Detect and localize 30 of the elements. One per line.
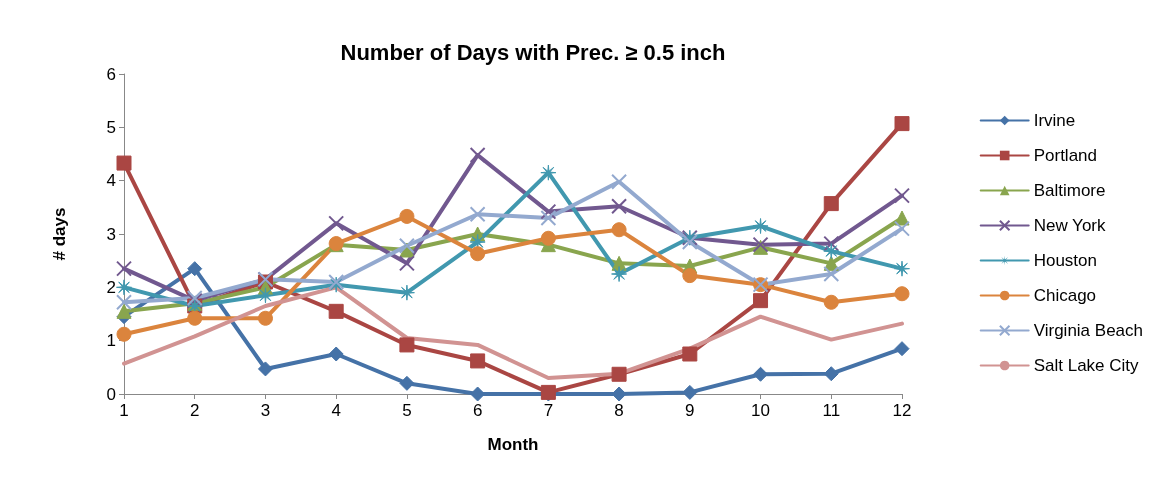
x-tick-label: 4 — [331, 401, 341, 420]
x-tick-label: 6 — [472, 401, 483, 420]
x-tick-label: 2 — [189, 401, 200, 420]
x-axis-title: Month — [487, 435, 539, 454]
legend-label: Baltimore — [1033, 181, 1106, 200]
x-tick-label: 9 — [685, 401, 695, 420]
y-tick-label: 3 — [106, 224, 116, 244]
y-tick-label: 6 — [106, 64, 116, 84]
y-tick-label: 1 — [106, 331, 116, 351]
y-axis-title: # days — [50, 207, 69, 261]
chart-title: Number of Days with Prec. ≥ 0.5 inch — [340, 39, 726, 65]
x-tick-label: 7 — [543, 401, 554, 420]
x-tick-label: 3 — [260, 401, 271, 420]
x-tick-label: 8 — [614, 401, 624, 420]
y-tick-label: 4 — [106, 171, 116, 191]
legend-label: New York — [1033, 216, 1107, 235]
x-tick-label: 1 — [119, 401, 129, 420]
legend-label: Portland — [1033, 146, 1098, 165]
legend-label: Chicago — [1033, 286, 1097, 305]
x-tick-label: 10 — [751, 401, 771, 420]
y-tick-label: 0 — [106, 384, 116, 404]
legend-label: Houston — [1033, 251, 1098, 270]
x-tick-label: 11 — [822, 401, 841, 420]
legend-label: Virginia Beach — [1033, 321, 1144, 340]
y-tick-label: 2 — [106, 277, 116, 297]
y-tick-label: 5 — [106, 117, 116, 137]
legend-label: Irvine — [1033, 111, 1076, 130]
x-tick-label: 12 — [892, 401, 912, 420]
legend-label: Salt Lake City — [1033, 356, 1140, 375]
x-tick-label: 5 — [402, 401, 412, 420]
